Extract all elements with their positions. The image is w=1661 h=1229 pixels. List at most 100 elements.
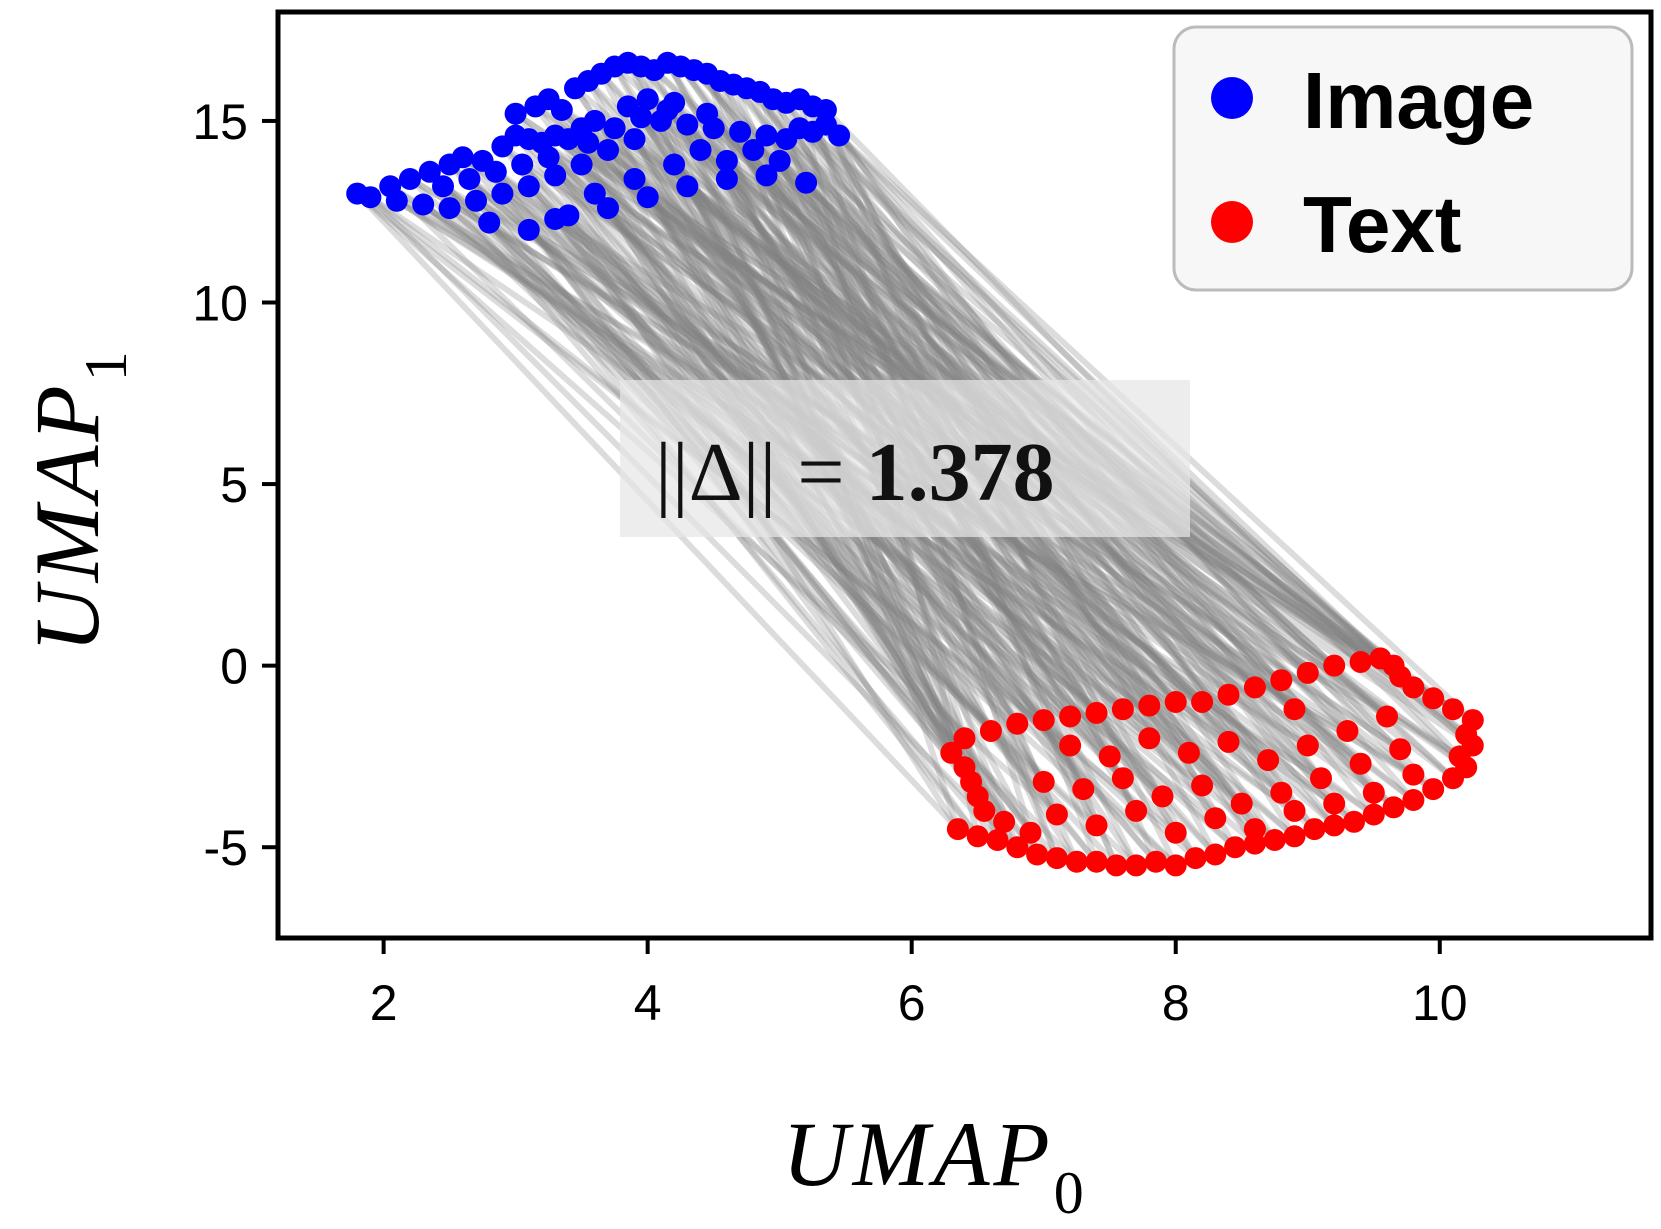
image-point [715,149,738,172]
text-point [1217,683,1240,706]
image-point [775,128,798,151]
image-point [504,102,527,125]
image-point [676,175,699,198]
text-point [1461,709,1484,732]
image-point [570,153,593,176]
text-point [940,741,963,764]
text-point [1085,850,1108,873]
text-point [1349,651,1372,673]
plot-frame [275,9,1654,941]
text-point [1125,854,1148,877]
text-point [1105,854,1128,877]
text-point [1026,843,1049,866]
text-point [1032,709,1055,732]
x-tick-label: 8 [1162,975,1190,1031]
text-point [1032,770,1055,793]
image-point [583,109,606,132]
text-point [1191,691,1214,713]
text-point [1296,734,1319,757]
text-point [1072,778,1095,801]
text-point [1283,698,1306,721]
text-point [1230,792,1253,815]
text-point [1376,705,1398,728]
image-point [544,164,567,187]
text-points [940,647,1484,877]
image-point [689,139,712,161]
text-point [1111,698,1134,721]
image-point [412,193,435,216]
text-point [1422,687,1445,710]
image-point [511,153,534,176]
y-tick-label: -5 [204,820,248,876]
text-point [1059,705,1082,728]
y-tick-label: 10 [192,276,248,332]
text-point [1217,730,1240,753]
text-point [1310,767,1332,790]
image-point [432,175,454,198]
text-point [1263,829,1286,851]
x-tick-label: 4 [634,975,662,1031]
image-point [465,189,487,212]
image-point [544,208,567,230]
x-tick-label: 2 [370,975,398,1031]
image-point [458,168,481,190]
image-point [795,171,818,194]
image-point [656,99,679,121]
image-point [517,175,540,198]
legend: Image Text [1172,25,1634,292]
image-point [742,139,765,161]
text-point [1045,803,1068,826]
image-point [623,128,646,151]
image-point [755,164,778,187]
text-point [1303,818,1326,841]
image-point [537,146,560,169]
text-point [1006,836,1029,859]
text-point [1204,807,1227,830]
x-axis-label: UMAP0 [782,1103,1087,1224]
image-point [696,102,719,125]
connector-line [526,227,1238,850]
text-point [1270,669,1293,692]
image-point [385,189,408,212]
x-axis-label-main: UMAP [782,1103,1053,1205]
text-point [1323,814,1346,837]
text-point [979,720,1002,742]
text-point [1422,778,1445,801]
image-point [636,88,659,111]
image-point [676,113,699,136]
text-point [1323,654,1346,677]
image-point [577,131,600,154]
image-point [418,160,441,183]
delta-annotation: ||Δ|| = 1.378 [655,426,1055,519]
image-point [768,149,791,172]
text-point [1224,836,1247,859]
image-point [755,124,778,147]
image-point [636,186,659,209]
text-point [1336,720,1359,742]
text-point [986,829,1009,851]
image-point [478,211,501,234]
image-point [399,168,421,190]
text-point [1296,661,1319,684]
y-tick-label: 5 [220,457,248,513]
text-point [966,825,989,848]
text-point [1323,792,1346,815]
annotation-band [620,380,1190,537]
connector-line [487,220,1178,868]
text-point [1164,691,1187,713]
y-axis-label-main: UMAP [16,381,118,652]
image-point [663,153,686,176]
text-point [1184,847,1207,870]
image-point [630,106,653,129]
text-point [1442,698,1464,721]
text-point [1270,781,1293,804]
text-point [1144,850,1167,873]
text-point [1402,763,1425,786]
text-point [1006,712,1029,735]
text-point [1389,738,1412,761]
image-point [438,197,461,220]
image-point [550,99,573,121]
text-point [1362,781,1385,804]
